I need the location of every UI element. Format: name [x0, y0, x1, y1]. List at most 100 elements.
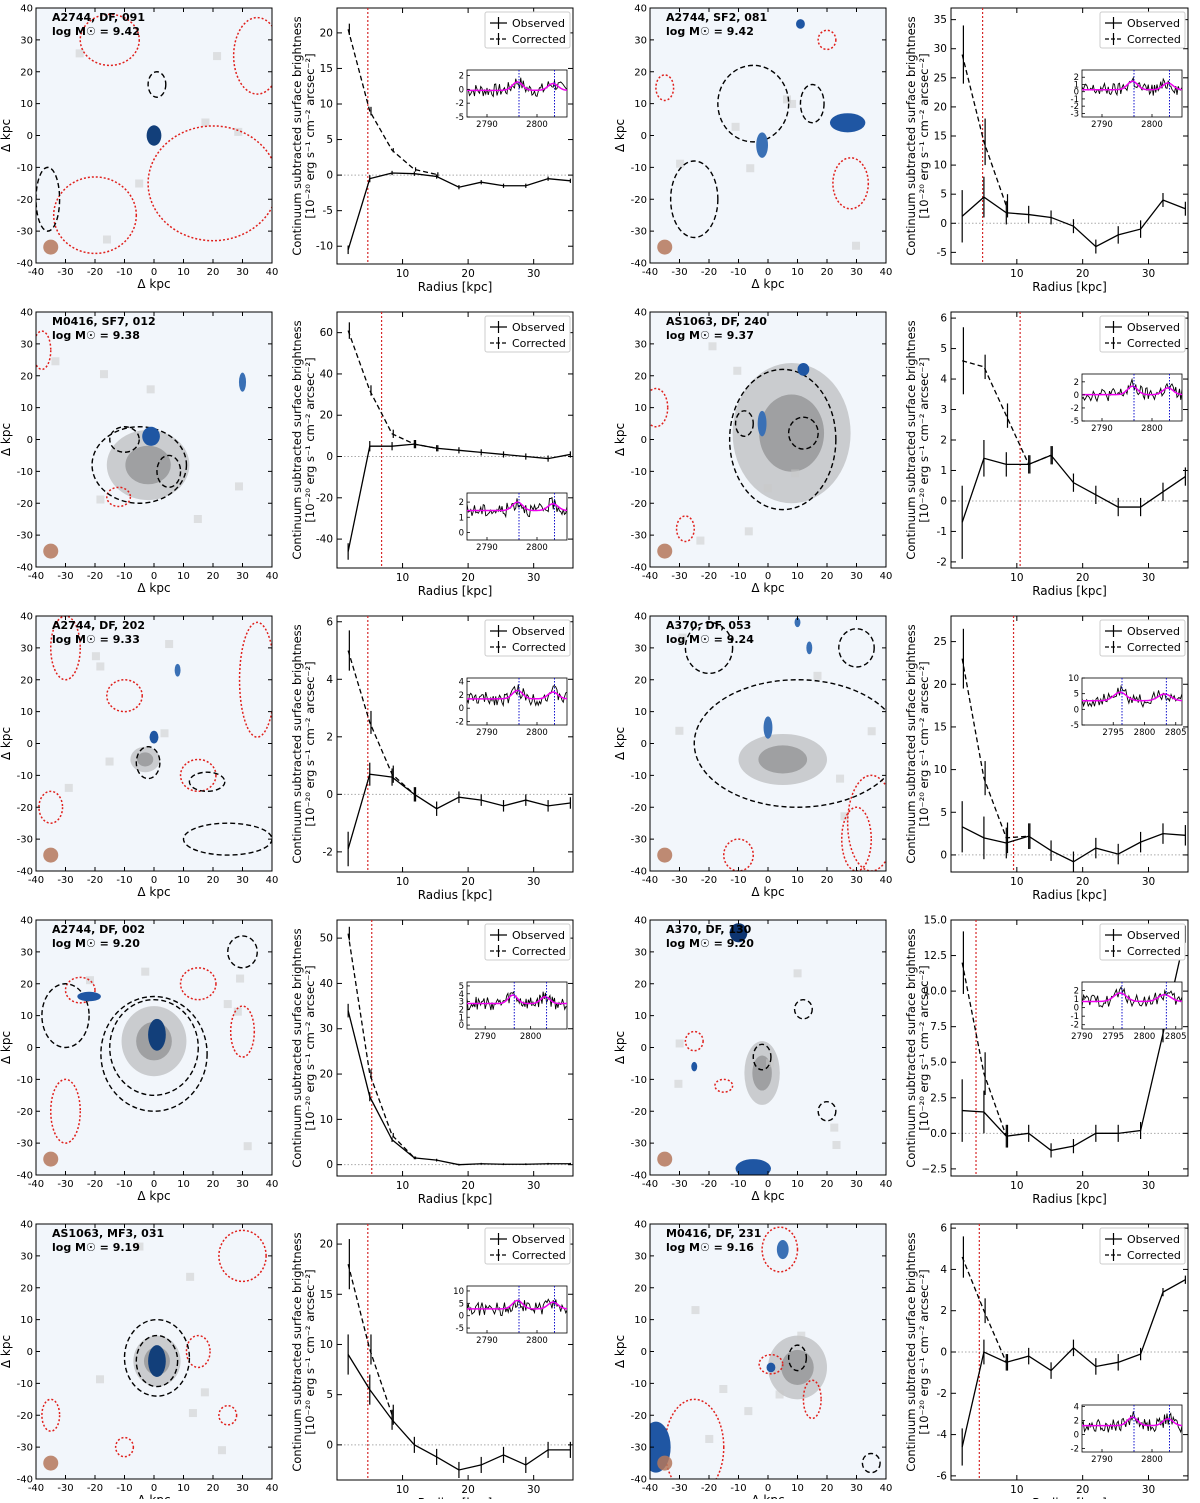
gray-pixel: [744, 527, 753, 536]
profile-x-tick-label: 10: [1010, 1484, 1023, 1496]
map-y-tick-label: -30: [17, 227, 33, 238]
map-x-tick-label: -10: [730, 1179, 746, 1190]
legend-box: [1099, 923, 1186, 961]
positive-contour: [669, 160, 719, 239]
inset-x-tick-label: 2790: [474, 1032, 496, 1042]
map-x-tick-label: 40: [880, 1179, 893, 1190]
negative-contour: [723, 838, 754, 871]
map-y-tick-label: -30: [17, 1443, 33, 1454]
gray-pixel: [782, 95, 791, 104]
profile-y-tick-label: 6: [940, 1223, 947, 1235]
mass-label: log M☉ = 9.16: [666, 1241, 754, 1254]
gray-pixel: [223, 1000, 232, 1009]
positive-contour: [109, 998, 199, 1097]
map-panel: -40-40 -30 -30 -20 -20 -10 -10 0 0 10 10 20 20 30 30 40…: [613, 612, 893, 900]
map-x-tick-label: 10: [791, 1483, 804, 1494]
profile-x-tick-label: 20: [1076, 876, 1089, 888]
map-y-tick-label: 40: [634, 1220, 647, 1231]
gray-pixel: [733, 366, 742, 375]
profile-y-axis-label-units: [10⁻²⁰ erg s⁻¹ cm⁻² arcsec⁻²]: [917, 1269, 931, 1434]
map-x-tick-label: 30: [236, 267, 249, 278]
map-x-tick-label: -20: [87, 1483, 103, 1494]
map-panel: -40-40 -30 -30 -20 -20 -10 -10 0 0 10 10 20 20 30 30 40…: [0, 4, 278, 292]
map-x-tick-label: -40: [642, 267, 658, 278]
map-y-tick-label: 40: [20, 612, 33, 623]
inset-x-tick-label: 2800: [526, 1336, 548, 1346]
corrected-series-line: [347, 29, 437, 176]
inset-x-tick-label: 2795: [1102, 728, 1124, 738]
map-x-tick-label: -20: [87, 875, 103, 886]
inset-x-tick-label: 2800: [526, 120, 548, 130]
gray-pixel: [788, 99, 797, 108]
galaxy-image: [763, 716, 773, 739]
inset-y-tick-label: 4: [459, 677, 464, 687]
profile-y-tick-label: -2: [323, 846, 333, 858]
map-x-tick-label: -10: [116, 571, 132, 582]
positive-contour: [717, 64, 790, 143]
profile-y-axis-label: Continuum subtracted surface brightness: [904, 624, 918, 863]
inset-y-tick-label: 0: [1074, 1430, 1079, 1440]
map-y-tick-label: 0: [27, 435, 33, 446]
mass-label: log M☉ = 9.20: [666, 937, 754, 950]
map-x-tick-label: 20: [821, 1483, 834, 1494]
map-y-tick-label: 40: [20, 916, 33, 927]
profile-y-tick-label: 7.5: [930, 1021, 947, 1033]
galaxy-image: [149, 730, 159, 744]
legend-box: [1099, 1227, 1186, 1265]
profile-y-tick-label: 20: [320, 1069, 333, 1081]
gray-pixel: [146, 385, 155, 394]
corrected-series-line: [961, 962, 1007, 1137]
map-y-tick-label: 20: [634, 1283, 647, 1294]
legend-box: [484, 11, 571, 49]
map-x-tick-label: 10: [791, 875, 804, 886]
inset-model-spectrum: [1082, 1416, 1182, 1427]
map-panel: -40-40 -30 -30 -20 -20 -10 -10 0 0 10 10 20 20 30 30 40…: [613, 916, 892, 1204]
inset-y-tick-label: 0: [1074, 705, 1079, 715]
mass-label: log M☉ = 9.19: [52, 1241, 140, 1254]
legend-corrected-label: Corrected: [512, 641, 566, 654]
map-y-tick-label: 10: [20, 707, 33, 718]
profile-y-tick-label: 30: [934, 43, 947, 55]
map-y-axis-label: Δ kpc: [613, 119, 627, 152]
inset-spectrum: 2790 2800 -5 -2 0 2: [1071, 373, 1183, 434]
map-x-tick-label: -20: [701, 1483, 717, 1494]
galaxy-image: [806, 641, 813, 655]
profile-y-axis-label-units: [10⁻²⁰ erg s⁻¹ cm⁻² arcsec⁻²]: [303, 661, 317, 826]
map-y-tick-label: 10: [634, 707, 647, 718]
inset-x-tick-label: 2790: [476, 543, 498, 553]
profile-y-tick-label: 0: [940, 1347, 947, 1359]
inset-y-tick-label: 2: [1074, 73, 1079, 83]
map-y-tick-label: 0: [641, 739, 647, 750]
legend-observed-label: Observed: [512, 625, 565, 638]
map-y-tick-label: -40: [631, 563, 647, 574]
inset-y-tick-label: 0: [459, 1312, 464, 1322]
profile-frame: [336, 615, 574, 873]
inset-x-tick-label: 2800: [1134, 728, 1156, 738]
gray-pixel: [744, 1407, 753, 1416]
profile-y-tick-label: -5: [937, 247, 947, 259]
gray-pixel: [64, 783, 73, 792]
negative-contour: [675, 515, 696, 543]
map-y-tick-label: 40: [634, 916, 647, 927]
map-y-tick-label: -20: [17, 1107, 33, 1118]
map-y-tick-label: -10: [17, 771, 33, 782]
profile-panel: 10 20 30−2.50.02.55.07.510.012.515.0Radius…: [904, 915, 1189, 1206]
map-x-tick-label: 40: [880, 875, 893, 886]
inset-y-tick-label: -5: [456, 113, 464, 123]
inset-model-spectrum: [1082, 992, 1182, 1003]
map-x-tick-label: -10: [116, 1179, 132, 1190]
inset-observed-spectrum: [1082, 1411, 1182, 1434]
inset-y-tick-label: 0: [459, 528, 464, 538]
gray-pixel: [85, 976, 94, 985]
mass-label: log M☉ = 9.20: [52, 937, 140, 950]
map-background: [650, 8, 886, 263]
profile-frame: [950, 615, 1189, 873]
profile-y-tick-label: 35: [934, 14, 947, 26]
map-y-tick-label: 30: [634, 947, 647, 958]
legend-corrected-label: Corrected: [1127, 33, 1181, 46]
map-x-tick-label: 0: [765, 571, 771, 582]
map-panel: -40-40 -30 -30 -20 -20 -10 -10 0 0 10 10 20 20 30 30 40…: [0, 308, 278, 596]
profile-y-axis-label-units: [10⁻²⁰ erg s⁻¹ cm⁻² arcsec⁻²]: [303, 965, 317, 1130]
